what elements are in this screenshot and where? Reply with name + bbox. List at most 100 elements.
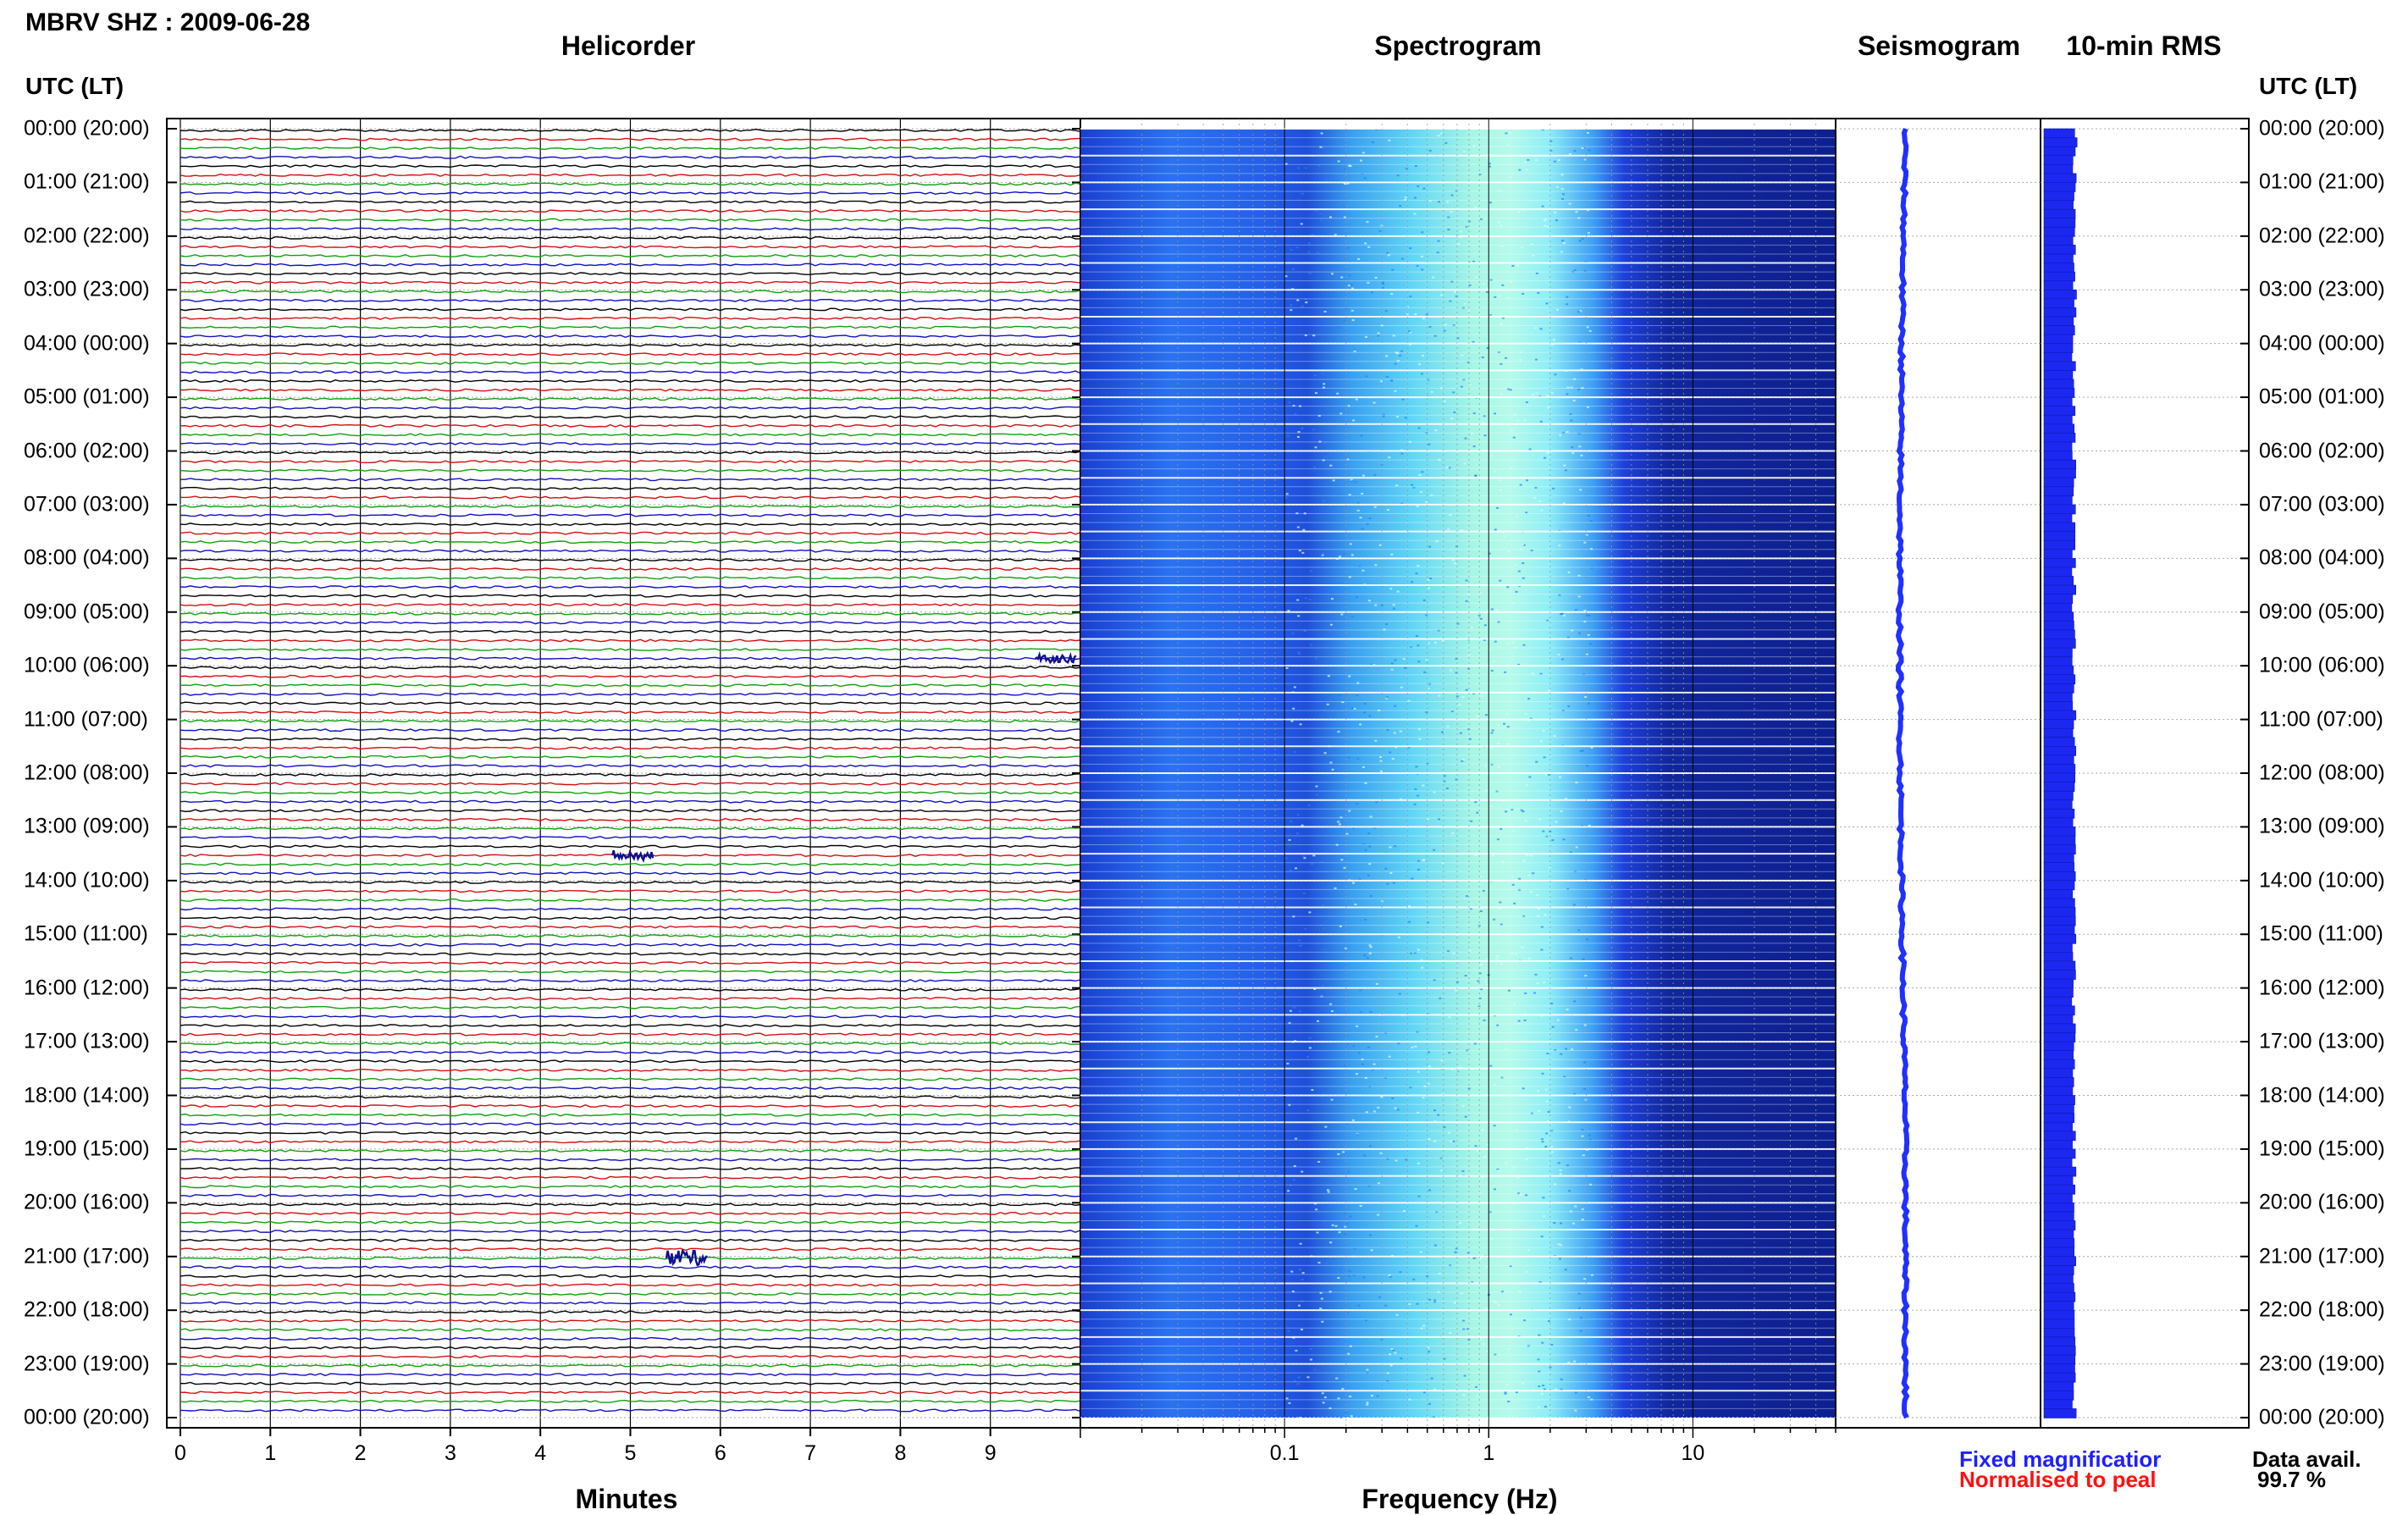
spectrogram-speckle xyxy=(1368,863,1372,865)
spectrogram-speckle xyxy=(1588,614,1591,617)
spectrogram-speckle xyxy=(1316,793,1319,796)
spectrogram-speckle xyxy=(1522,644,1526,646)
spectrogram-speckle xyxy=(1297,615,1301,617)
spectrogram-speckle xyxy=(1589,1183,1593,1186)
rms-bar xyxy=(2043,737,2075,748)
spectrogram-speckle xyxy=(1299,1242,1302,1245)
spectrogram-speckle xyxy=(1571,1048,1574,1051)
spectrogram-speckle xyxy=(1507,296,1511,299)
spectrogram-speckle xyxy=(1409,1086,1412,1089)
helicorder-trace xyxy=(179,1399,1081,1403)
spectrogram-speckle xyxy=(1348,675,1351,677)
time-label-right: 21:00 (17:00) xyxy=(2259,1244,2385,1269)
spectrogram-speckle xyxy=(1337,1277,1340,1280)
rms-bar xyxy=(2043,1309,2075,1320)
spectrogram-speckle xyxy=(1474,206,1477,208)
spectrogram-speckle xyxy=(1425,500,1428,503)
spectrogram-speckle xyxy=(1383,628,1386,631)
rms-bar xyxy=(2043,182,2076,192)
spectrogram-speckle xyxy=(1461,354,1464,357)
spectrogram-speckle xyxy=(1437,1291,1440,1293)
spectrogram-speckle xyxy=(1527,1345,1530,1347)
spectrogram-speckle xyxy=(1496,506,1499,509)
spectrogram-speckle xyxy=(1301,427,1304,429)
spectrogram-speckle xyxy=(1367,281,1370,284)
helicorder-trace xyxy=(179,397,1081,401)
rms-bar xyxy=(2043,1372,2076,1383)
spectrogram-speckle xyxy=(1561,432,1565,434)
spectrogram-speckle xyxy=(1445,466,1449,468)
spectrogram-speckle xyxy=(1488,202,1492,204)
spectrogram-speckle xyxy=(1371,1069,1374,1071)
spectrogram-speckle xyxy=(1547,1120,1550,1122)
spectrogram-speckle xyxy=(1517,1022,1521,1025)
spectrogram-speckle xyxy=(1542,830,1545,832)
rms-bar xyxy=(2043,1346,2076,1356)
spectrogram-speckle xyxy=(1561,240,1565,242)
data-avail-label: Data avail. xyxy=(2252,1446,2361,1472)
spectrogram-speckle xyxy=(1560,1378,1563,1380)
spectrogram-speckle xyxy=(1422,859,1426,861)
spectrogram-speckle xyxy=(1486,609,1489,611)
seismogram-title: Seismogram xyxy=(1857,30,2021,61)
helicorder-trace xyxy=(179,1291,1081,1297)
helicorder-trace xyxy=(179,611,1081,616)
spectrogram-speckle xyxy=(1559,434,1562,436)
spectrogram-speckle xyxy=(1522,577,1525,579)
spectrogram-speckle xyxy=(1352,1274,1356,1276)
spectrogram-speckle xyxy=(1334,234,1337,236)
spectrogram-speckle xyxy=(1333,639,1336,642)
rms-bar xyxy=(2043,289,2077,300)
spectrogram-speckle xyxy=(1543,219,1546,222)
spectrogram-speckle xyxy=(1397,936,1400,938)
helicorder-trace xyxy=(179,943,1081,947)
spectrogram-speckle xyxy=(1463,462,1466,465)
spectrogram-speckle xyxy=(1293,686,1296,688)
spectrogram-speckle xyxy=(1495,955,1499,958)
helicorder-trace xyxy=(179,280,1081,285)
helicorder-trace xyxy=(179,987,1081,992)
spectrogram-speckle xyxy=(1363,177,1367,180)
spectrogram-speckle xyxy=(1323,1221,1326,1224)
helicorder-trace xyxy=(179,584,1081,589)
spectrogram-speckle xyxy=(1308,272,1312,274)
spectrogram-speckle xyxy=(1549,140,1553,142)
spectrogram-speckle xyxy=(1395,351,1398,354)
spectrogram-speckle xyxy=(1555,308,1559,311)
spectrogram-speckle xyxy=(1481,1175,1484,1178)
spectrogram-speckle xyxy=(1538,818,1541,821)
spectrogram-speckle xyxy=(1461,307,1465,309)
helicorder-x-tick-label: 7 xyxy=(804,1441,817,1465)
helicorder-trace xyxy=(179,343,1081,347)
spectrogram-speckle xyxy=(1436,252,1439,254)
spectrogram-speckle xyxy=(1370,1249,1373,1252)
spectrogram-speckle xyxy=(1573,150,1577,152)
spectrogram-speckle xyxy=(1541,1341,1544,1344)
spectrogram-speckle xyxy=(1512,436,1516,439)
helicorder-trace xyxy=(179,513,1081,517)
spectrogram-speckle xyxy=(1433,1388,1437,1391)
spectrogram-speckle xyxy=(1440,294,1444,296)
spectrogram-speckle xyxy=(1474,474,1477,477)
rms-bar xyxy=(2043,764,2076,774)
spectrogram-speckle xyxy=(1519,484,1522,486)
spectrogram-speckle xyxy=(1461,1319,1465,1322)
spectrogram-speckle xyxy=(1513,1003,1516,1005)
spectrogram-speckle xyxy=(1553,735,1556,738)
spectrogram-speckle xyxy=(1366,957,1369,959)
helicorder-trace xyxy=(179,1230,1081,1234)
spectrogram-speckle xyxy=(1525,169,1528,171)
time-label-right: 02:00 (22:00) xyxy=(2259,224,2385,248)
spectrogram-speckle xyxy=(1426,762,1429,765)
spectrogram-speckle xyxy=(1522,915,1526,917)
spectrogram-speckle xyxy=(1535,272,1538,274)
spectrogram-speckle xyxy=(1373,506,1377,508)
spectrogram-speckle xyxy=(1409,331,1412,334)
spectrogram-speckle xyxy=(1554,1183,1557,1186)
helicorder-trace xyxy=(179,1373,1081,1377)
rms-bar xyxy=(2043,1283,2074,1293)
spectrogram-speckle xyxy=(1440,1059,1444,1062)
spectrogram-speckle xyxy=(1291,633,1295,635)
helicorder-trace xyxy=(179,1113,1081,1117)
spectrogram-speckle xyxy=(1328,1291,1332,1293)
